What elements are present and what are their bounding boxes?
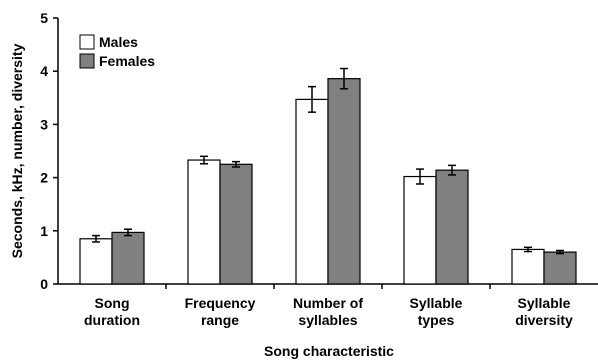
- x-category-label-line: range: [201, 312, 239, 328]
- bar-females-4: [543, 251, 577, 285]
- y-tick-label: 2: [40, 170, 48, 186]
- bar-males-1: [187, 159, 221, 285]
- legend-label-males: Males: [99, 34, 138, 50]
- x-category-label: Syllable types: [410, 295, 463, 328]
- x-category-label-line: Number of: [293, 295, 363, 311]
- x-category-label-line: Syllable: [518, 295, 571, 311]
- legend-label-females: Females: [99, 53, 155, 69]
- bar-males-4: [511, 248, 545, 285]
- y-tick-label: 3: [40, 116, 48, 132]
- x-axis-title: Song characteristic: [264, 343, 394, 359]
- x-category-label: Number of syllables: [293, 295, 363, 328]
- x-category-label-line: Syllable: [410, 295, 463, 311]
- bar-females-0: [111, 231, 145, 285]
- legend-swatch-males: [79, 34, 95, 50]
- x-category-label-line: types: [418, 312, 455, 328]
- x-category-label: Frequency range: [185, 295, 256, 328]
- bar-females-2: [327, 78, 361, 285]
- bar-males-0: [79, 238, 113, 285]
- x-category-label-line: syllables: [298, 312, 357, 328]
- legend: Males Females: [79, 34, 155, 69]
- y-tick-label: 0: [40, 276, 48, 292]
- bar-males-3: [403, 175, 437, 285]
- y-tick-label: 4: [40, 63, 48, 79]
- y-axis-title: Seconds, kHz, number, diversity: [9, 43, 25, 258]
- bar-females-1: [219, 163, 253, 285]
- x-category-label-line: duration: [84, 312, 140, 328]
- x-category-label-line: Song: [95, 295, 130, 311]
- y-tick-label: 1: [40, 223, 48, 239]
- x-category-label-line: Frequency: [185, 295, 256, 311]
- bar-males-2: [295, 98, 329, 285]
- y-tick-label: 5: [40, 10, 48, 26]
- bar-females-3: [435, 169, 469, 285]
- legend-swatch-females: [79, 53, 95, 69]
- x-category-label-line: diversity: [515, 312, 573, 328]
- x-category-label: Song duration: [84, 295, 140, 328]
- x-category-label: Syllable diversity: [515, 295, 573, 328]
